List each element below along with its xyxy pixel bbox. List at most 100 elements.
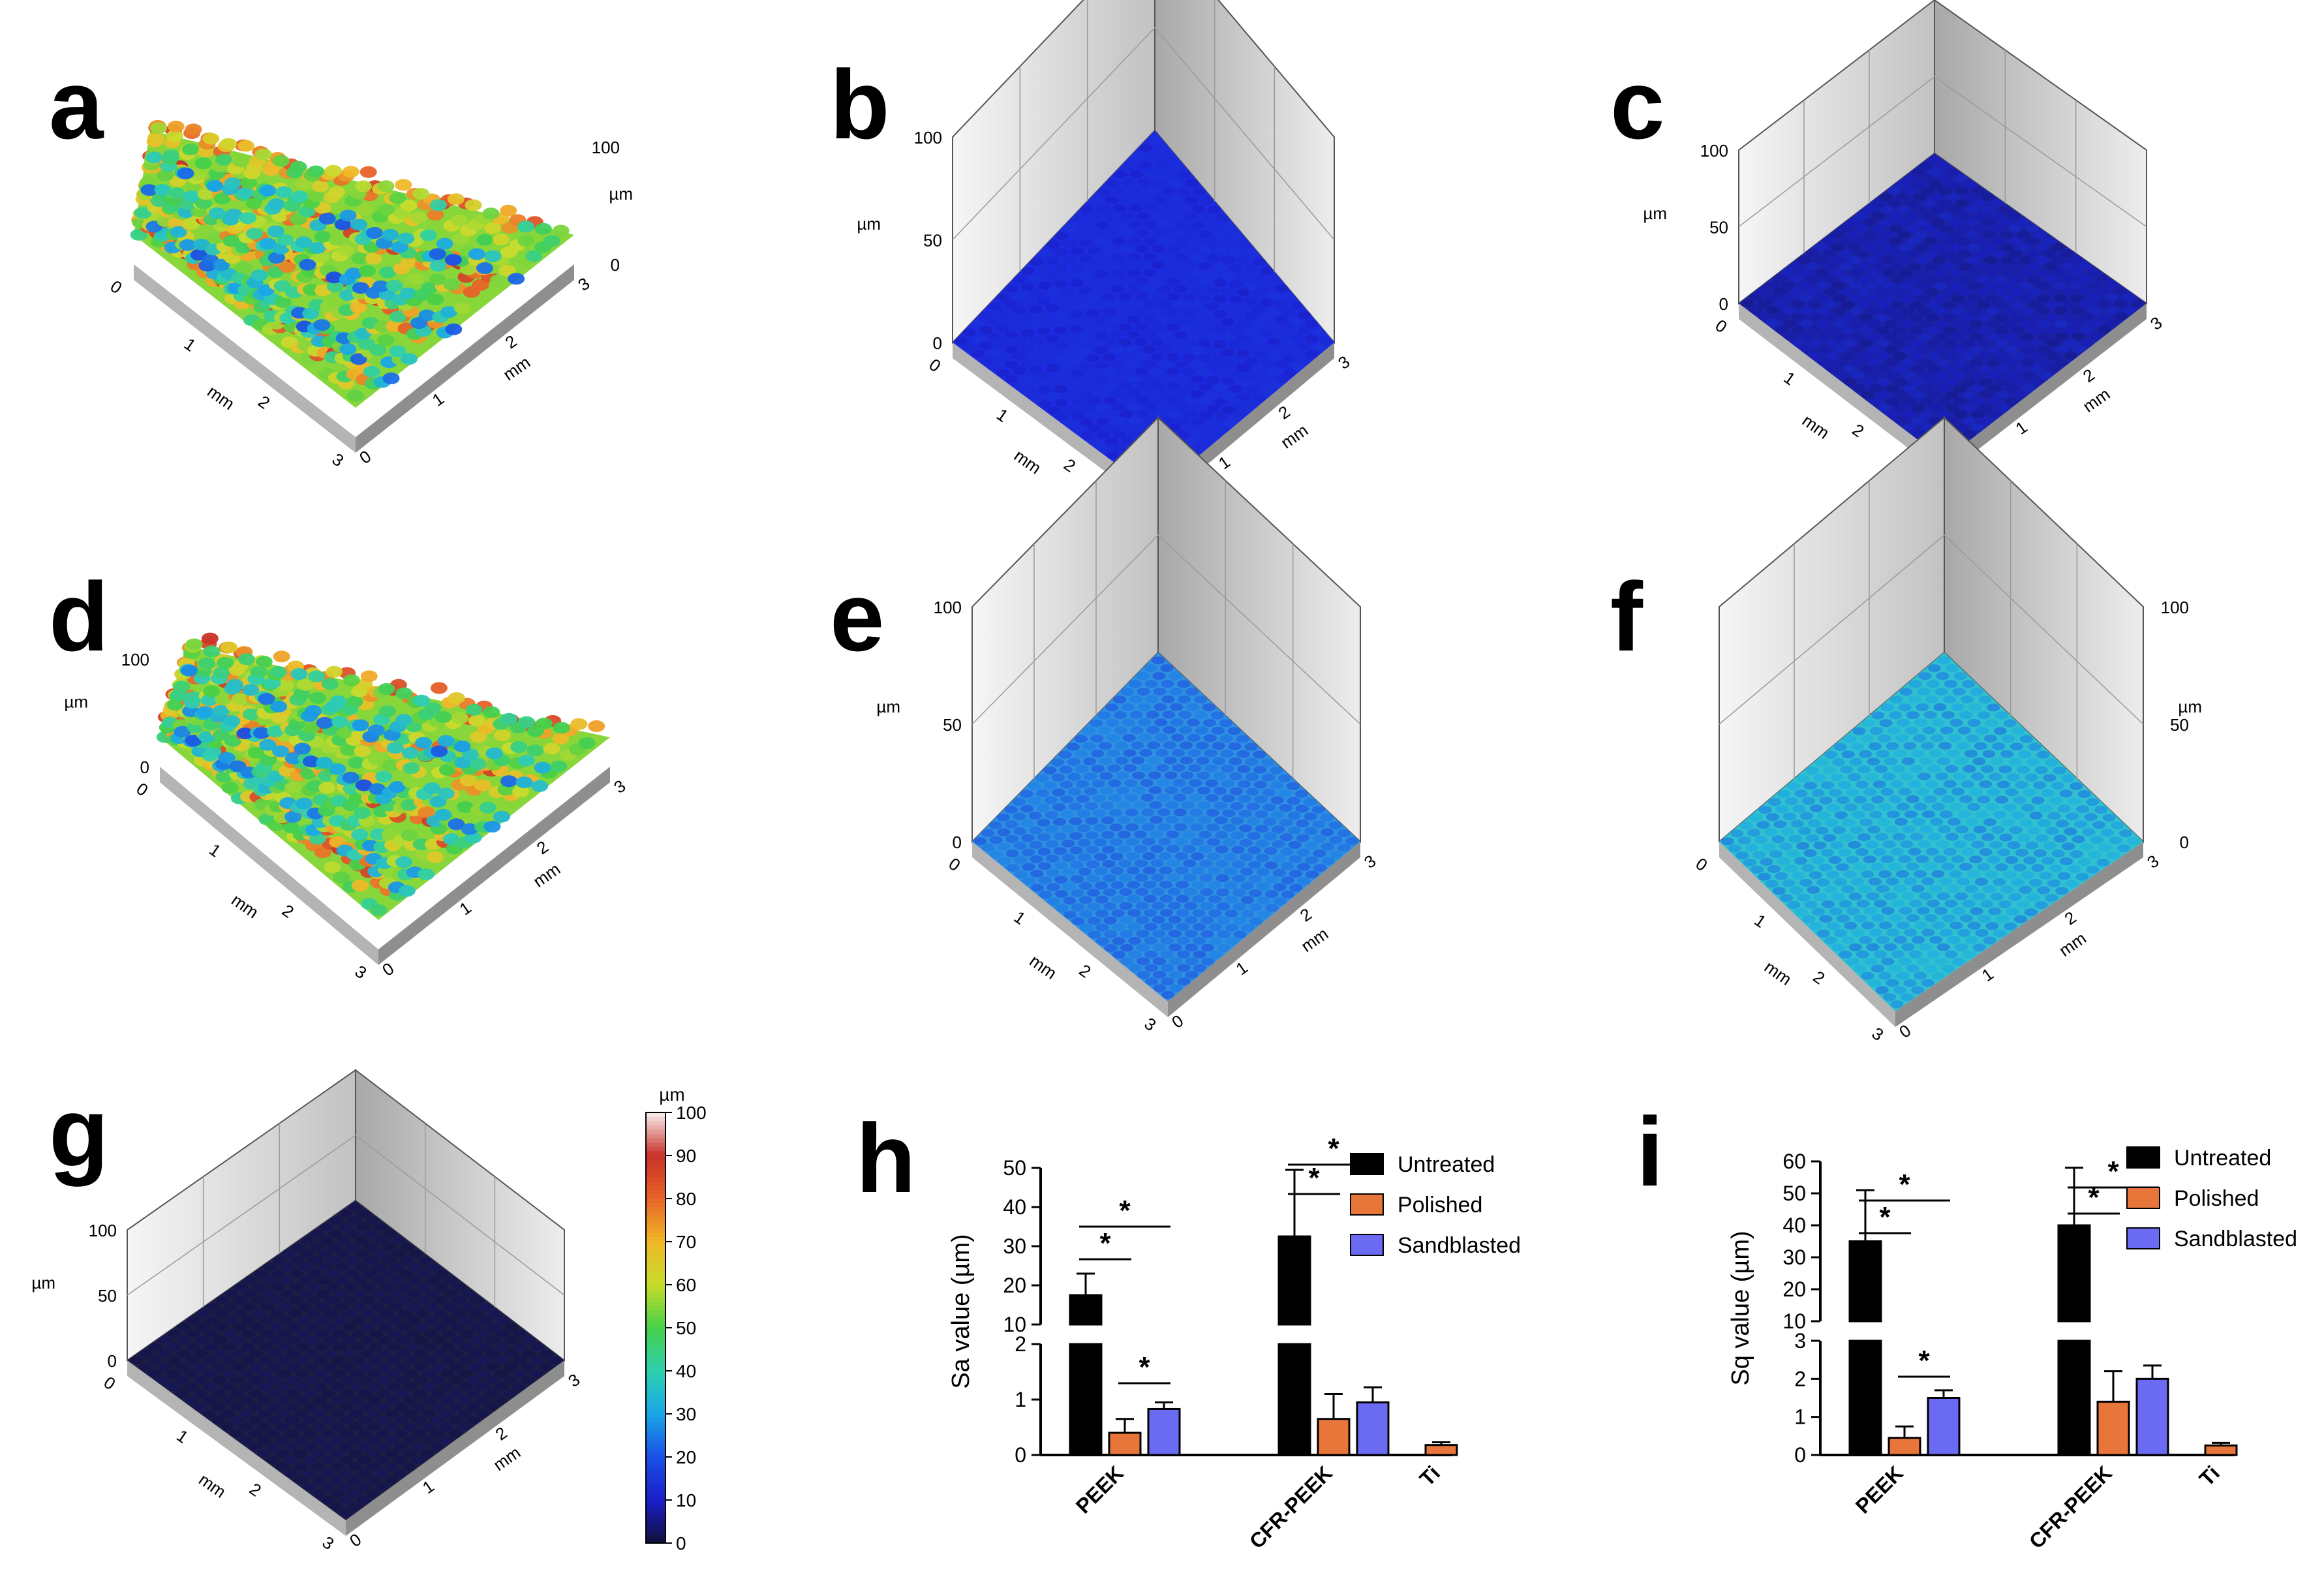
- colorbar-segment: [646, 1233, 665, 1238]
- surface-cell: [212, 705, 230, 717]
- surface-cell: [2004, 922, 2017, 930]
- surface-cell: [309, 1270, 322, 1278]
- surface-cell: [1944, 339, 1957, 348]
- y-tick-label: 0: [1015, 1443, 1026, 1467]
- surface-cell: [1070, 279, 1084, 287]
- surface-cell: [334, 1303, 348, 1311]
- surface-cell: [1135, 352, 1148, 361]
- x-tick-label: 3: [352, 961, 371, 983]
- surface-cell: [421, 1436, 435, 1445]
- surface-cell: [370, 904, 388, 916]
- x-axis-unit: mm: [1026, 951, 1061, 983]
- surface-cell: [1132, 771, 1146, 780]
- surface-cell: [1217, 930, 1231, 938]
- surface-cell: [514, 1330, 527, 1338]
- colorbar-segment: [646, 1418, 665, 1423]
- surface-cell: [1054, 847, 1067, 855]
- surface-cell: [181, 144, 199, 155]
- colorbar-segment: [646, 1469, 665, 1475]
- surface-cell: [2057, 804, 2071, 813]
- surface-cell: [1807, 275, 1820, 283]
- surface-cell: [289, 1296, 303, 1305]
- surface-cell: [303, 722, 320, 734]
- surface-cell: [1214, 247, 1228, 255]
- surface-cell: [354, 1263, 368, 1272]
- bar-polished: [1317, 1418, 1351, 1456]
- surface-cell: [421, 1449, 435, 1458]
- bar-untreated: [1848, 1240, 1882, 1323]
- surface-cell: [1875, 313, 1889, 322]
- surface-cell: [268, 1376, 281, 1385]
- colorbar-tick-label: 80: [676, 1189, 696, 1209]
- surface-cell: [997, 828, 1011, 836]
- surface-cell: [224, 1316, 237, 1324]
- surface-cell: [1075, 750, 1088, 758]
- surface-cell: [1771, 835, 1785, 844]
- surface-cell: [439, 1436, 453, 1445]
- surface-cell: [266, 1443, 280, 1451]
- surface-cell: [1131, 756, 1145, 765]
- surface-cell: [1232, 902, 1246, 911]
- surface-cell: [1749, 814, 1762, 822]
- surface-cell: [401, 829, 418, 842]
- surface-cell: [1971, 410, 1985, 419]
- surface-cell: [1215, 214, 1229, 222]
- surface-cell: [1977, 301, 1991, 309]
- surface-cell: [1192, 431, 1206, 439]
- surface-cell: [1103, 309, 1116, 316]
- surface-cell: [1913, 734, 1926, 743]
- surface-cell: [1782, 294, 1796, 302]
- surface-cell: [2105, 281, 2118, 289]
- surface-cell: [1186, 703, 1200, 711]
- surface-cell: [1858, 885, 1872, 893]
- surface-cell: [2034, 766, 2048, 774]
- surface-cell: [1985, 922, 1999, 930]
- surface-cell: [1063, 391, 1077, 400]
- surface-cell: [2070, 281, 2084, 290]
- surface-cell: [1925, 848, 1939, 856]
- surface-cell: [1206, 405, 1220, 413]
- surface-cell: [1143, 880, 1157, 889]
- surface-cell: [1182, 309, 1195, 316]
- surface-cell: [1851, 358, 1865, 367]
- surface-cell: [1135, 367, 1148, 376]
- surface-cell: [1981, 833, 1995, 842]
- surface-cell: [318, 1263, 331, 1272]
- surface-cell: [1880, 855, 1894, 863]
- surface-cell: [1937, 410, 1951, 419]
- colorbar-segment: [646, 1224, 665, 1229]
- surface-cell: [1210, 711, 1224, 720]
- surface-cell: [1851, 878, 1865, 886]
- surface-cell: [1918, 840, 1931, 848]
- colorbar-segment: [646, 1474, 665, 1479]
- surface-cell: [1852, 727, 1866, 735]
- surface-cell: [447, 193, 465, 206]
- surface-cell: [1985, 294, 1998, 303]
- surface-cell: [232, 1336, 246, 1345]
- surface-cell: [239, 1436, 252, 1445]
- surface-cell: [1046, 288, 1060, 297]
- surface-cell: [1128, 221, 1142, 229]
- colorbar-segment: [646, 1422, 665, 1428]
- surface-cell: [237, 140, 254, 152]
- surface-cell: [1859, 326, 1873, 335]
- surface-cell: [1320, 337, 1334, 346]
- surface-cell: [1080, 418, 1093, 427]
- surface-cell: [1037, 848, 1051, 856]
- surface-cell: [2010, 262, 2023, 271]
- surface-cell: [1289, 855, 1302, 863]
- surface-cell: [1900, 294, 1914, 303]
- surface-cell: [2003, 719, 2017, 727]
- colorbar-segment: [646, 1426, 665, 1432]
- surface-cell: [1153, 970, 1167, 979]
- surface-cell: [1118, 292, 1132, 301]
- surface-cell: [340, 1403, 354, 1411]
- surface-cell: [1063, 910, 1077, 919]
- surface-cell: [401, 1243, 414, 1251]
- surface-cell: [378, 1336, 392, 1345]
- surface-cell: [185, 735, 202, 747]
- surface-cell: [1287, 812, 1301, 820]
- surface-cell: [386, 1409, 399, 1418]
- surface-cell: [954, 337, 968, 346]
- surface-cell: [1305, 350, 1319, 358]
